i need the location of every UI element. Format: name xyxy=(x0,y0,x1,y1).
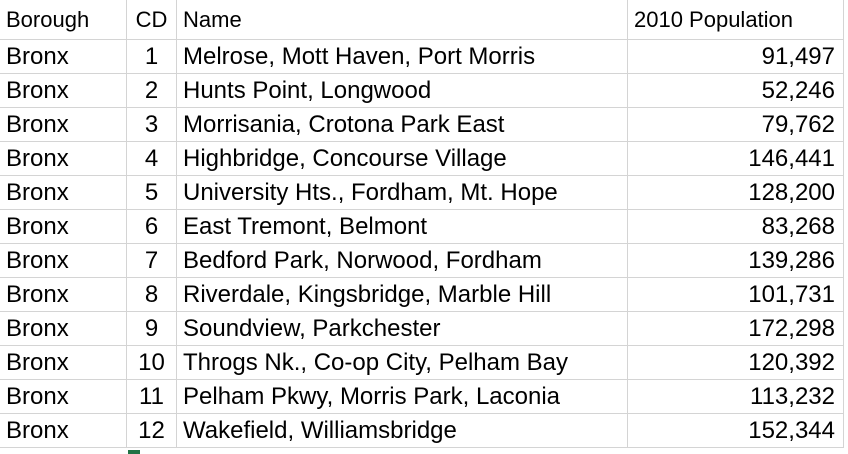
selection-fill-handle[interactable] xyxy=(128,450,140,454)
cell-population[interactable]: 146,441 xyxy=(628,142,844,176)
cell-name[interactable]: Hunts Point, Longwood xyxy=(177,74,628,108)
cell-borough[interactable]: Bronx xyxy=(0,74,127,108)
cell-population[interactable]: 91,497 xyxy=(628,40,844,74)
cell-borough[interactable]: Bronx xyxy=(0,414,127,448)
header-cell-population[interactable]: 2010 Population xyxy=(628,0,844,40)
cell-name[interactable]: Melrose, Mott Haven, Port Morris xyxy=(177,40,628,74)
cell-cd[interactable]: 6 xyxy=(127,210,177,244)
cell-borough[interactable]: Bronx xyxy=(0,312,127,346)
cell-name[interactable]: Morrisania, Crotona Park East xyxy=(177,108,628,142)
cell-population[interactable]: 79,762 xyxy=(628,108,844,142)
cell-cd[interactable]: 12 xyxy=(127,414,177,448)
cell-population[interactable]: 128,200 xyxy=(628,176,844,210)
cell-cd[interactable]: 3 xyxy=(127,108,177,142)
cell-borough[interactable]: Bronx xyxy=(0,40,127,74)
cell-cd[interactable]: 9 xyxy=(127,312,177,346)
cell-name[interactable]: East Tremont, Belmont xyxy=(177,210,628,244)
cell-name[interactable]: Soundview, Parkchester xyxy=(177,312,628,346)
cell-population[interactable]: 113,232 xyxy=(628,380,844,414)
cell-borough[interactable]: Bronx xyxy=(0,278,127,312)
cell-name[interactable]: Throgs Nk., Co-op City, Pelham Bay xyxy=(177,346,628,380)
cell-name[interactable]: Bedford Park, Norwood, Fordham xyxy=(177,244,628,278)
cell-cd[interactable]: 4 xyxy=(127,142,177,176)
cell-borough[interactable]: Bronx xyxy=(0,108,127,142)
cell-cd[interactable]: 7 xyxy=(127,244,177,278)
cell-borough[interactable]: Bronx xyxy=(0,346,127,380)
header-cell-borough[interactable]: Borough xyxy=(0,0,127,40)
cell-cd[interactable]: 11 xyxy=(127,380,177,414)
cell-borough[interactable]: Bronx xyxy=(0,380,127,414)
cell-borough[interactable]: Bronx xyxy=(0,244,127,278)
cell-name[interactable]: Wakefield, Williamsbridge xyxy=(177,414,628,448)
cell-population[interactable]: 101,731 xyxy=(628,278,844,312)
header-cell-cd[interactable]: CD xyxy=(127,0,177,40)
cell-name[interactable]: Riverdale, Kingsbridge, Marble Hill xyxy=(177,278,628,312)
cell-name[interactable]: Pelham Pkwy, Morris Park, Laconia xyxy=(177,380,628,414)
cell-borough[interactable]: Bronx xyxy=(0,176,127,210)
cell-population[interactable]: 83,268 xyxy=(628,210,844,244)
cell-cd[interactable]: 8 xyxy=(127,278,177,312)
cell-name[interactable]: Highbridge, Concourse Village xyxy=(177,142,628,176)
cell-cd[interactable]: 2 xyxy=(127,74,177,108)
cell-cd[interactable]: 5 xyxy=(127,176,177,210)
cell-name[interactable]: University Hts., Fordham, Mt. Hope xyxy=(177,176,628,210)
cell-population[interactable]: 152,344 xyxy=(628,414,844,448)
cell-population[interactable]: 139,286 xyxy=(628,244,844,278)
cell-borough[interactable]: Bronx xyxy=(0,142,127,176)
cell-population[interactable]: 172,298 xyxy=(628,312,844,346)
cell-borough[interactable]: Bronx xyxy=(0,210,127,244)
cell-population[interactable]: 52,246 xyxy=(628,74,844,108)
cell-cd[interactable]: 1 xyxy=(127,40,177,74)
cell-cd[interactable]: 10 xyxy=(127,346,177,380)
header-cell-name[interactable]: Name xyxy=(177,0,628,40)
cell-population[interactable]: 120,392 xyxy=(628,346,844,380)
